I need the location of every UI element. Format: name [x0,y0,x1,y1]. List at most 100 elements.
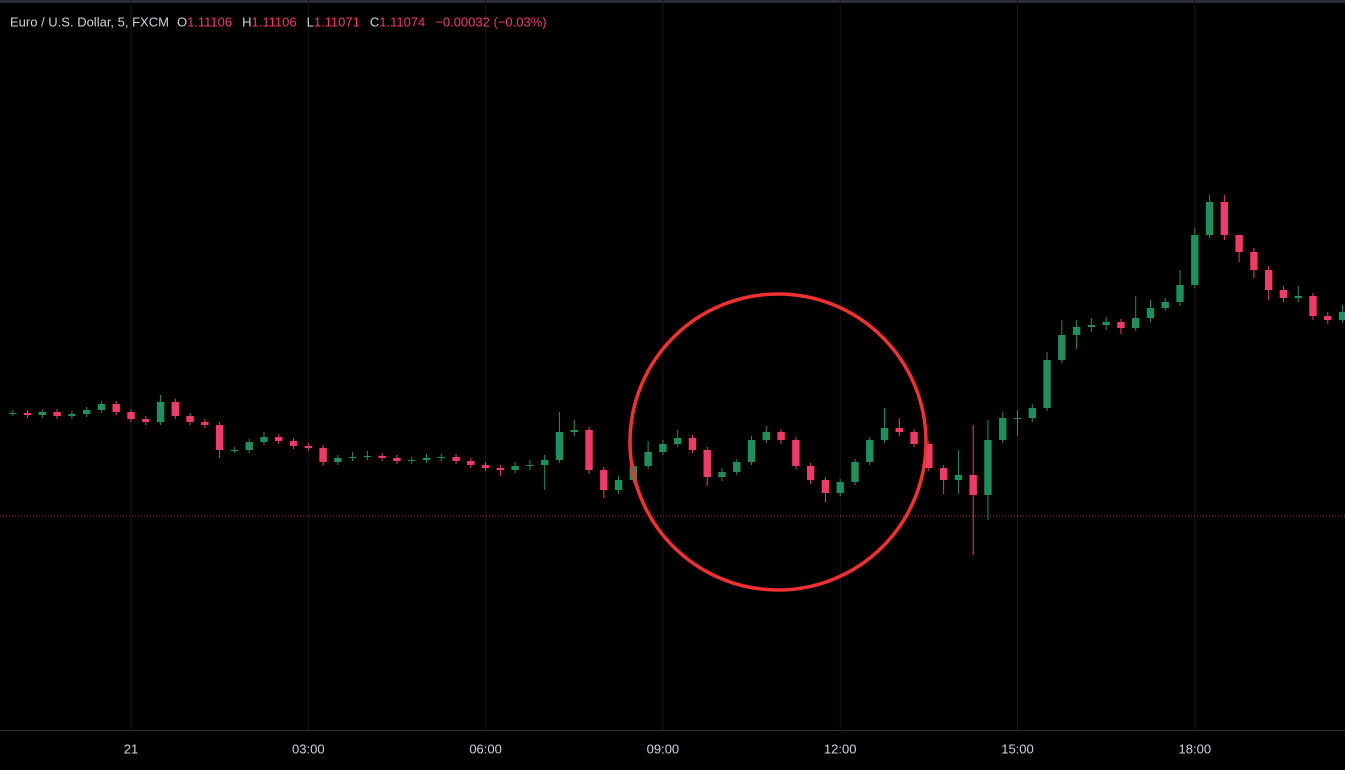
candle-body [1117,322,1125,328]
candle-body [614,480,623,490]
candle-body [806,466,815,480]
candle-body [334,458,342,462]
candle-body [1279,290,1288,298]
x-tick-label: 15:00 [1001,741,1034,756]
x-tick-label: 12:00 [824,741,857,756]
candle-body [969,475,977,495]
candles [9,195,1345,555]
candle-body [171,402,180,416]
candle-body [1161,302,1169,308]
candle-body [925,444,933,468]
x-tick-label: 03:00 [292,741,325,756]
candle-body [600,470,608,490]
candle-body [1132,318,1140,328]
candle-body [156,402,165,422]
x-tick-label: 21 [124,741,138,756]
candle-body [1043,360,1051,408]
ohlc-label: L [307,14,314,29]
candle-body [1250,252,1258,270]
candle-body [644,452,652,466]
candle-body [1146,308,1155,318]
candle-body [1191,235,1199,285]
candle-body [1087,325,1096,327]
candle-body [1028,408,1036,418]
top-border [0,0,1345,3]
change-value: −0.00032 (−0.03%) [435,14,546,29]
candle-body [23,413,32,415]
candle-body [555,432,564,460]
candle-body [97,404,106,410]
candle-body [526,465,534,466]
candle-body [1324,316,1332,320]
candle-body [230,450,239,451]
candle-body [393,458,401,461]
candle-body [68,414,76,416]
symbol-title: Euro / U.S. Dollar, 5, FXCM [10,14,169,29]
candle-body [289,441,298,446]
candle-body [481,465,490,468]
candle-body [9,413,17,414]
ohlc-value: 1.11071 [314,14,360,29]
candle-body [53,412,61,416]
candle-body [437,457,445,458]
candle-body [836,482,844,493]
candle-body [984,440,992,495]
candle-body [215,425,224,450]
candle-body [1176,285,1184,302]
candle-body [733,462,741,472]
candle-body [304,446,312,448]
candle-body [541,460,549,465]
candle-body [1338,312,1345,320]
candle-body [866,440,874,462]
candle-body [422,458,431,460]
candle-body [1309,296,1317,316]
candle-body [659,444,667,452]
candle-body [910,432,918,444]
candle-body [1013,418,1022,419]
candle-body [1102,322,1110,325]
candle-body [895,428,903,432]
candle-body [245,442,253,450]
candle-body [511,466,519,470]
candle-body [1235,235,1243,252]
candle-body [570,430,578,432]
candle-body [127,412,135,419]
x-tick-label: 09:00 [647,741,680,756]
candle-body [260,437,268,442]
candle-body [1058,335,1066,360]
candle-body [348,457,357,458]
candle-body [363,456,372,457]
ohlc-label: H [242,14,251,29]
candle-body [1072,327,1081,335]
ohlc-label: O [177,14,187,29]
x-tick-label: 06:00 [469,741,502,756]
candle-body [1220,202,1229,235]
candle-body [792,440,800,466]
x-tick-label: 18:00 [1179,741,1212,756]
candle-body [851,462,859,482]
candle-body [275,437,283,441]
candle-body [999,418,1007,440]
candle-body [703,450,711,477]
candle-body [585,430,593,470]
candle-body [319,448,327,462]
ohlc-value: 1.11074 [379,14,425,29]
candle-body [747,440,756,462]
candle-body [1264,270,1273,290]
candle-body [186,416,194,422]
header: Euro / U.S. Dollar, 5, FXCM O 1.11106 H 1.11… [10,14,547,29]
candle-body [201,422,209,425]
candle-body [452,457,460,461]
candle-body [880,428,889,440]
highlight-circle [628,292,928,592]
candle-body [112,404,120,412]
candle-body [496,468,505,470]
ohlc-value: 1.11106 [187,14,232,29]
candle-body [38,412,47,415]
candle-body [954,475,963,480]
candle-body [718,472,726,477]
ohlc-label: C [370,14,379,29]
